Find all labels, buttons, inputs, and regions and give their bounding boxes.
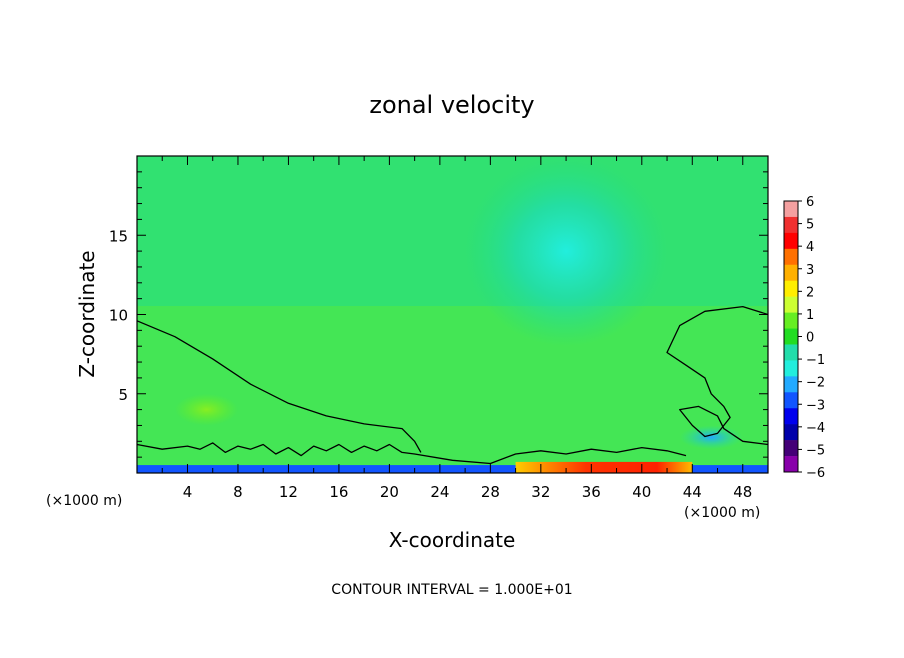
x-tick-label: 32 <box>531 483 550 501</box>
colorbar-label: 6 <box>806 195 814 210</box>
x-tick-label: 44 <box>683 483 702 501</box>
x-tick-label: 36 <box>582 483 601 501</box>
x-axis-label: X-coordinate <box>389 528 516 552</box>
x-tick-label: 8 <box>233 483 243 501</box>
colorbar-label: 5 <box>806 218 814 233</box>
colorbar-segment <box>784 296 798 313</box>
x-tick-label: 28 <box>481 483 500 501</box>
colorbar-segment <box>784 264 798 282</box>
feature-right-low <box>679 425 743 450</box>
x-unit-right: (×1000 m) <box>684 505 760 521</box>
x-tick-label: 16 <box>329 483 348 501</box>
colorbar-label: −6 <box>806 466 825 481</box>
y-tick-label: 5 <box>118 386 128 404</box>
colorbar-segment <box>784 312 798 329</box>
colorbar-label: 3 <box>806 263 814 278</box>
colorbar-segment <box>784 360 798 377</box>
chart-title: zonal velocity <box>369 91 534 119</box>
y-tick-label: 15 <box>109 227 128 245</box>
colorbar-segment <box>784 456 798 473</box>
colorbar-segment <box>784 424 798 441</box>
colorbar-label: 2 <box>806 285 814 300</box>
x-tick-label: 24 <box>430 483 449 501</box>
colorbar-label: 1 <box>806 308 814 323</box>
feature-left-lobe <box>174 393 238 426</box>
contour-low-band <box>137 442 687 465</box>
field-upper-band <box>137 156 768 306</box>
x-tick-label: 12 <box>279 483 298 501</box>
colorbar-segment <box>784 201 798 218</box>
colorbar-segment <box>784 376 798 393</box>
colorbar-label: 0 <box>806 331 814 346</box>
y-axis-label: Z-coordinate <box>75 250 99 377</box>
y-tick-label: 10 <box>109 307 128 325</box>
colorbar-label: −5 <box>806 443 825 458</box>
y-axis: 5 10 15 <box>109 171 768 458</box>
colorbar-segment <box>784 344 798 361</box>
x-tick-label: 20 <box>380 483 399 501</box>
plot-area <box>137 156 768 473</box>
colorbar: 6 5 4 3 2 1 0 −1 −2 −3 −4 −5 −6 <box>783 195 825 481</box>
colorbar-label: −2 <box>806 376 825 391</box>
x-unit-left: (×1000 m) <box>46 493 122 509</box>
feature-surface <box>137 465 768 473</box>
colorbar-label: −1 <box>806 353 825 368</box>
x-tick-label: 4 <box>183 483 193 501</box>
contour-interval-note: CONTOUR INTERVAL = 1.000E+01 <box>331 582 572 598</box>
colorbar-segment <box>784 440 798 457</box>
colorbar-segment <box>784 232 798 250</box>
colorbar-label: −4 <box>806 421 825 436</box>
feature-upper-center <box>465 156 668 347</box>
contour-right-lobe <box>666 305 768 446</box>
feature-surface-jet <box>515 461 693 473</box>
colorbar-segment <box>784 328 798 345</box>
x-axis: 4 8 12 16 20 24 28 32 36 40 44 48 <box>161 156 752 501</box>
contour-layer <box>137 305 768 465</box>
colorbar-label: −3 <box>806 398 825 413</box>
colorbar-segment <box>784 280 798 297</box>
colorbar-segment <box>784 216 798 234</box>
colorbar-segment <box>784 392 798 409</box>
colorbar-segment <box>784 248 798 266</box>
x-tick-label: 40 <box>632 483 651 501</box>
colorbar-label: 4 <box>806 240 814 255</box>
contour-upper <box>137 320 422 453</box>
x-tick-label: 48 <box>733 483 752 501</box>
colorbar-segment <box>784 408 798 425</box>
